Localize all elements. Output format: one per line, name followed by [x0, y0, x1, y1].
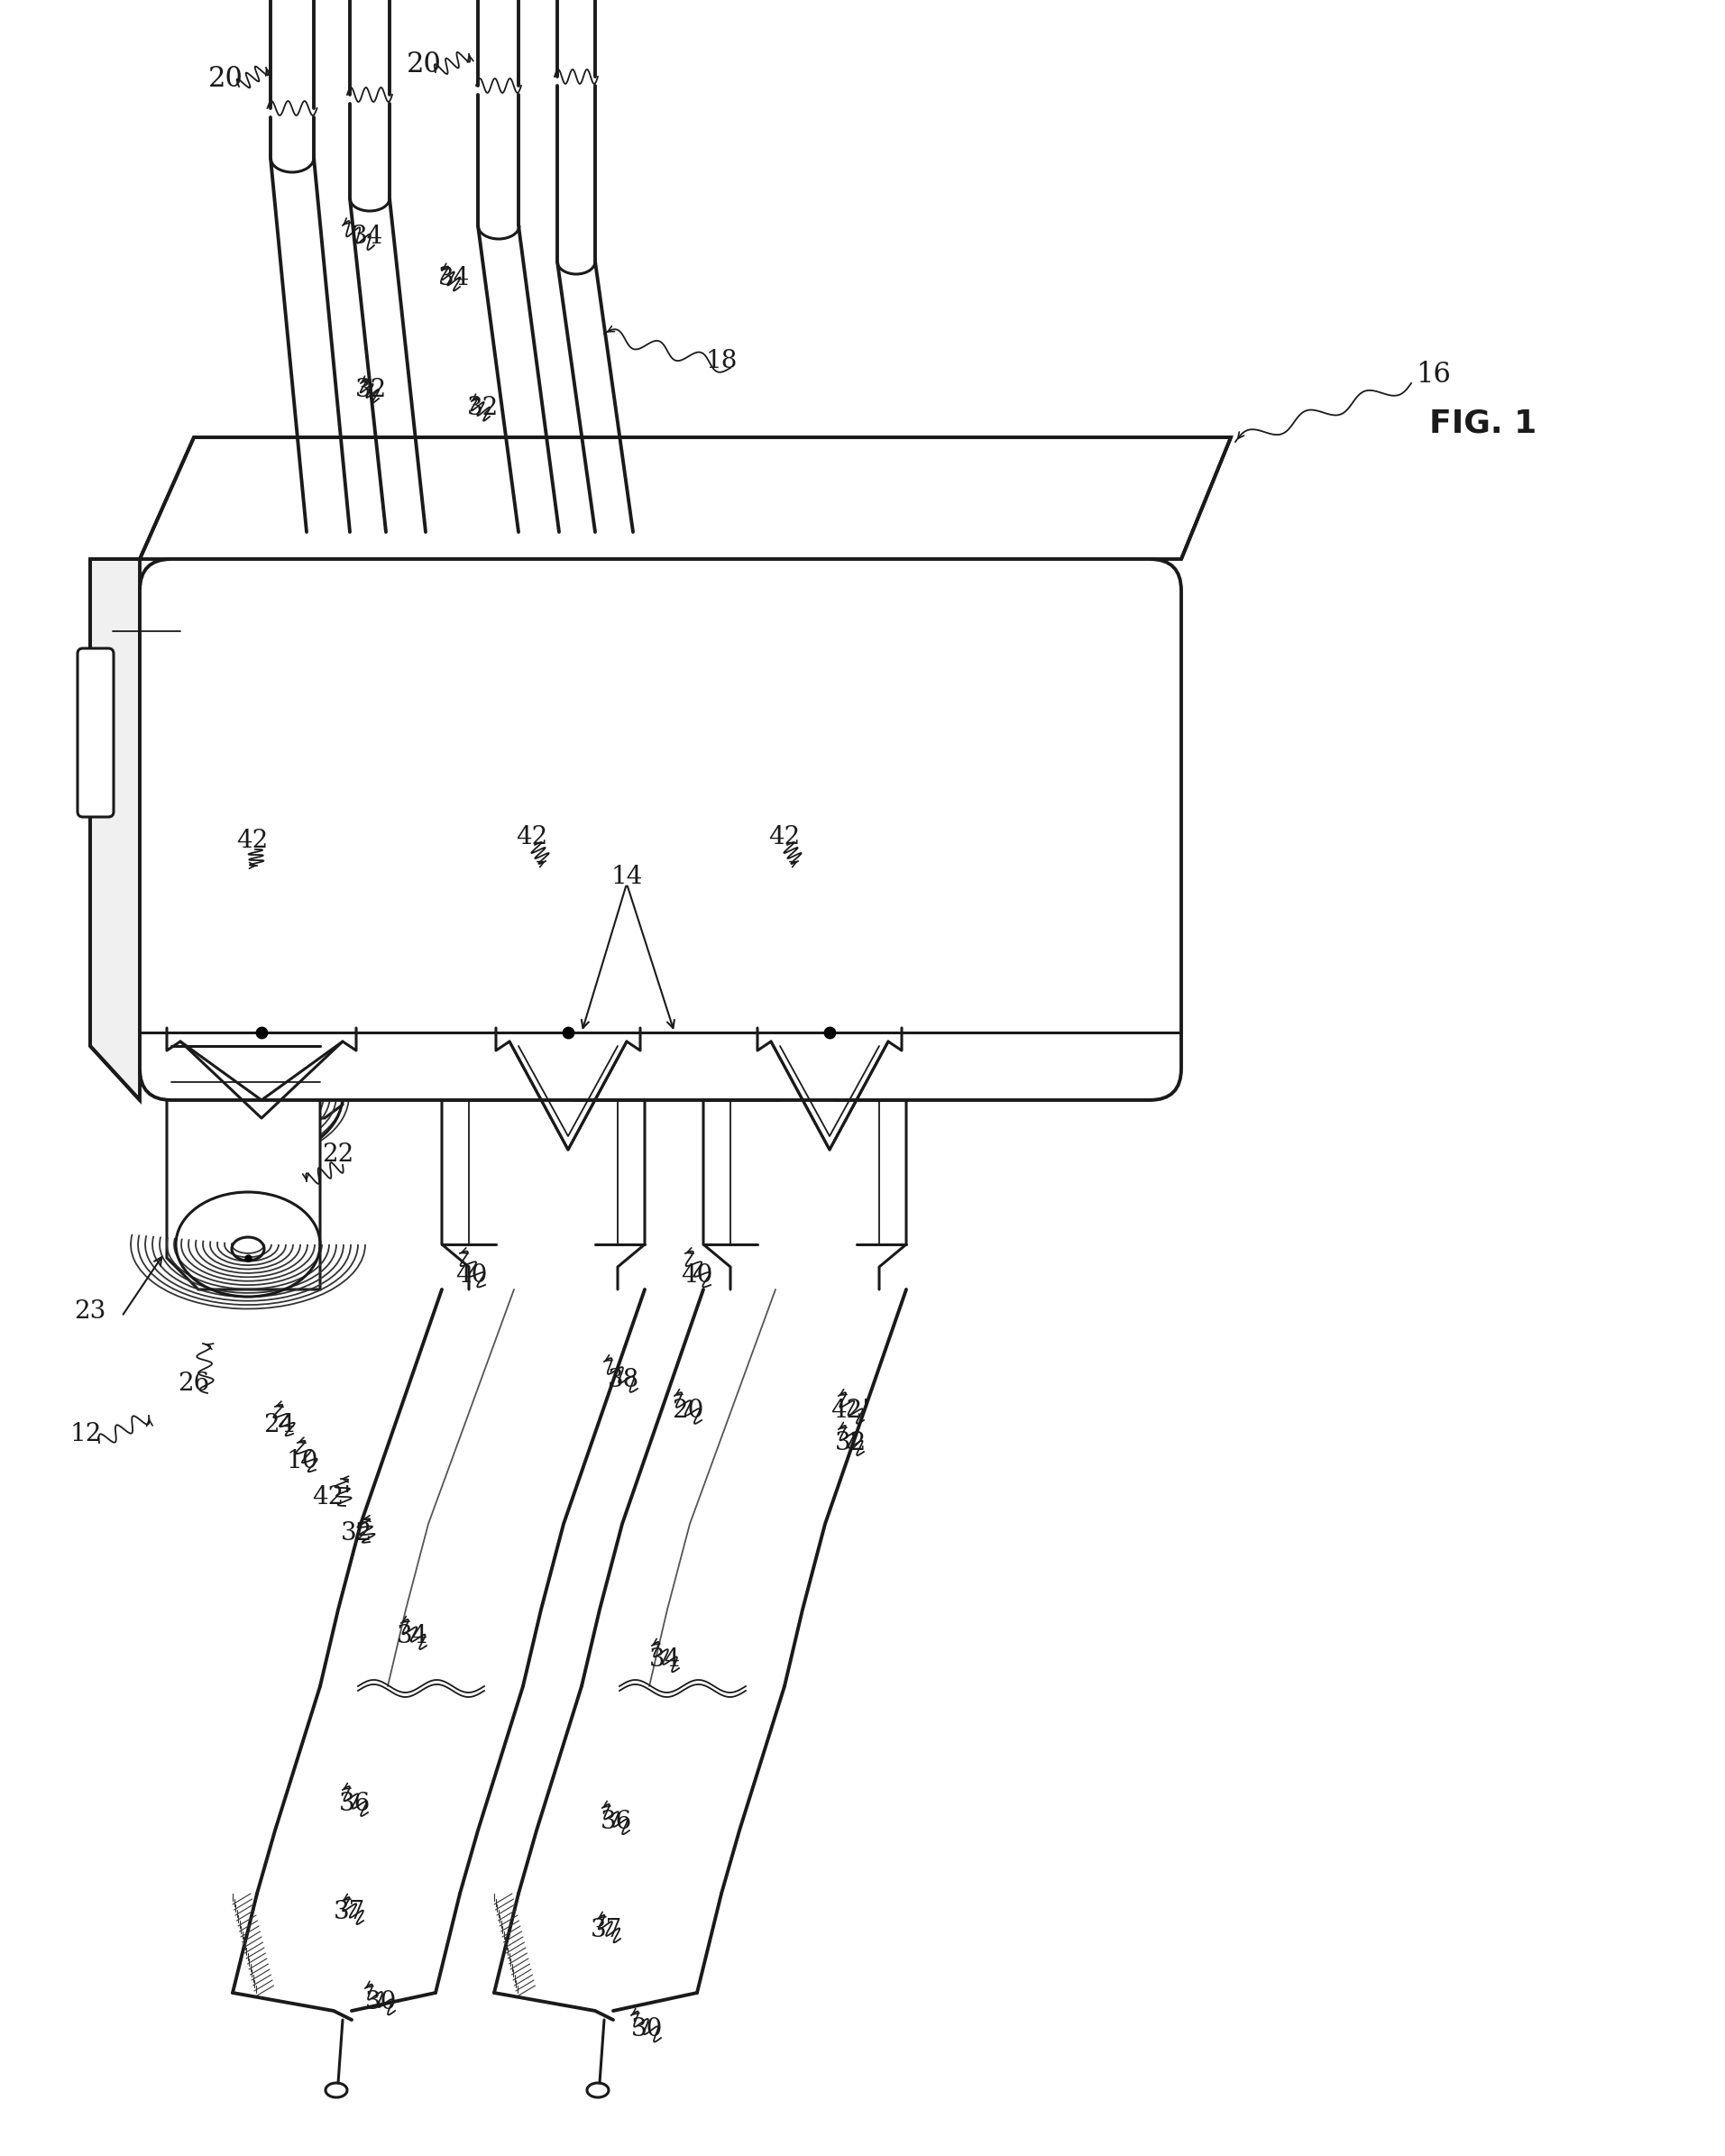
FancyBboxPatch shape — [78, 649, 114, 817]
Text: 42': 42' — [831, 1399, 869, 1423]
Text: 40: 40 — [681, 1263, 712, 1287]
Text: 18: 18 — [706, 349, 737, 373]
Text: 36: 36 — [600, 1809, 631, 1833]
Text: 30: 30 — [631, 2016, 664, 2042]
Text: 42: 42 — [769, 824, 800, 849]
Polygon shape — [167, 1046, 321, 1289]
Text: 23: 23 — [74, 1300, 105, 1324]
Text: 34: 34 — [438, 265, 469, 289]
Text: 36: 36 — [338, 1792, 371, 1815]
Polygon shape — [90, 558, 140, 1100]
Text: 32: 32 — [340, 1520, 373, 1546]
Text: 24: 24 — [264, 1412, 295, 1436]
Text: 42: 42 — [236, 830, 269, 854]
Text: 37: 37 — [592, 1917, 623, 1943]
Text: FIG. 1: FIG. 1 — [1430, 407, 1537, 440]
Polygon shape — [140, 438, 1232, 558]
Text: 20: 20 — [209, 65, 243, 93]
Text: 34: 34 — [352, 224, 383, 248]
Text: 38: 38 — [609, 1367, 640, 1393]
Polygon shape — [181, 1020, 343, 1119]
FancyBboxPatch shape — [140, 558, 1182, 1100]
Text: 42: 42 — [516, 824, 549, 849]
Text: 32: 32 — [466, 395, 499, 420]
Text: 14: 14 — [611, 865, 643, 888]
Text: 42': 42' — [312, 1485, 352, 1509]
Text: 16: 16 — [1416, 360, 1451, 388]
Text: 30: 30 — [366, 1990, 397, 2014]
Text: 34: 34 — [650, 1647, 681, 1671]
Text: 20: 20 — [673, 1399, 704, 1423]
Text: 32: 32 — [355, 377, 388, 401]
Text: 22: 22 — [323, 1143, 354, 1166]
Text: 32: 32 — [835, 1432, 866, 1455]
Text: 37: 37 — [335, 1899, 366, 1923]
Text: 34: 34 — [397, 1623, 430, 1649]
Text: 40: 40 — [455, 1263, 488, 1287]
Text: 20: 20 — [407, 52, 442, 80]
Text: 10: 10 — [286, 1449, 317, 1473]
Text: 26: 26 — [178, 1371, 210, 1397]
Text: 12: 12 — [69, 1421, 102, 1447]
